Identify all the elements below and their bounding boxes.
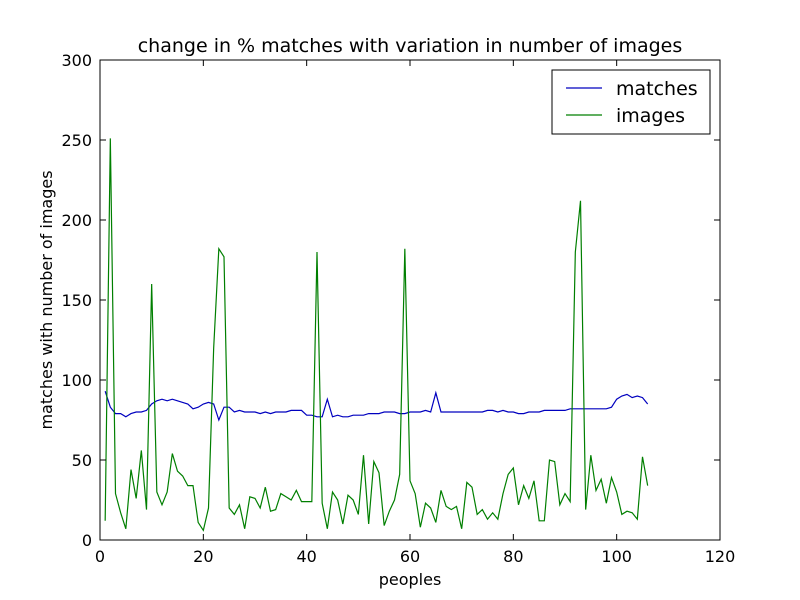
y-tick-label: 100: [61, 371, 92, 390]
y-tick-label: 0: [82, 531, 92, 550]
legend-label-matches: matches: [616, 78, 698, 100]
chart-title: change in % matches with variation in nu…: [138, 35, 683, 57]
x-tick-label: 20: [193, 547, 213, 566]
x-axis-label: peoples: [379, 570, 442, 589]
legend-box: [551, 69, 711, 135]
series-line-images: [104, 138, 649, 532]
ticks-layer: 0 20 40 60 80 100 120 0 50 100 150 200 250 300: [61, 51, 735, 566]
y-tick-label: 200: [61, 211, 92, 230]
series-line-matches: [104, 390, 649, 422]
y-tick-label: 50: [72, 451, 92, 470]
x-tick-label: 100: [601, 547, 632, 566]
x-tick-label: 80: [503, 547, 523, 566]
x-tick-label: 0: [95, 547, 105, 566]
x-tick-label: 60: [400, 547, 420, 566]
series-layer: [104, 138, 649, 532]
x-tick-label: 40: [296, 547, 316, 566]
y-tick-label: 300: [61, 51, 92, 70]
legend: matches images: [551, 69, 711, 135]
legend-label-images: images: [616, 105, 685, 127]
y-tick-label: 250: [61, 131, 92, 150]
y-tick-label: 150: [61, 291, 92, 310]
y-axis-label: matches with number of images: [37, 170, 56, 429]
x-tick-label: 120: [705, 547, 736, 566]
